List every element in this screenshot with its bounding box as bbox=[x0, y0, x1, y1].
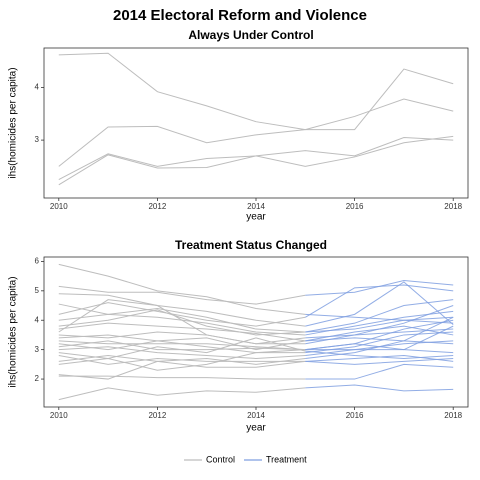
series-line-treatment bbox=[305, 281, 454, 327]
y-tick-label: 3 bbox=[35, 345, 40, 354]
series-line-treatment bbox=[305, 328, 454, 339]
x-tick-label: 2012 bbox=[148, 202, 166, 211]
series-line-control bbox=[58, 303, 306, 333]
y-tick-label: 4 bbox=[35, 315, 40, 324]
series-line-control bbox=[58, 355, 306, 368]
series-line-control bbox=[58, 299, 306, 345]
series-layer bbox=[58, 263, 454, 401]
chart-title: 2014 Electoral Reform and Violence bbox=[113, 7, 367, 24]
panel-title: Treatment Status Changed bbox=[175, 238, 327, 252]
series-line-treatment bbox=[305, 340, 454, 351]
y-tick-label: 6 bbox=[35, 257, 40, 266]
series-line-control bbox=[58, 357, 306, 380]
series-line-control bbox=[58, 387, 306, 401]
panel-treatment-status-changed: Treatment Status Changed 2010 2012 2014 201… bbox=[8, 238, 469, 434]
y-axis-label: ihs(homicides per capita) bbox=[8, 276, 19, 387]
series-line-control bbox=[58, 375, 306, 380]
y-tick-label: 5 bbox=[35, 286, 40, 295]
x-tick-label: 2014 bbox=[247, 411, 265, 420]
legend-label-control: Control bbox=[206, 454, 235, 464]
series-layer bbox=[58, 52, 454, 186]
series-line-treatment bbox=[305, 363, 454, 380]
x-tick-label: 2018 bbox=[444, 202, 462, 211]
x-tick-label: 2018 bbox=[444, 411, 462, 420]
series-line-control bbox=[58, 52, 454, 131]
legend: Control Treatment bbox=[184, 454, 307, 464]
x-tick-label: 2012 bbox=[148, 411, 166, 420]
series-line-treatment bbox=[305, 316, 454, 359]
x-tick-label: 2016 bbox=[346, 202, 364, 211]
x-tick-label: 2010 bbox=[50, 411, 68, 420]
series-line-control bbox=[58, 349, 306, 371]
x-tick-label: 2010 bbox=[50, 202, 68, 211]
series-line-control bbox=[58, 263, 306, 315]
series-line-control bbox=[58, 285, 306, 305]
x-axis-label: year bbox=[246, 212, 266, 223]
series-line-control bbox=[58, 98, 454, 167]
panel-title: Always Under Control bbox=[188, 28, 313, 42]
series-line-treatment bbox=[305, 299, 454, 333]
y-tick-label: 2 bbox=[35, 374, 40, 383]
x-tick-label: 2014 bbox=[247, 202, 265, 211]
ticks-layer: 2010 2012 2014 2016 2018 2 3 4 5 6 bbox=[35, 257, 463, 421]
series-line-control bbox=[58, 346, 306, 359]
series-line-treatment bbox=[305, 325, 454, 351]
series-line-treatment bbox=[305, 313, 454, 324]
panel-always-under-control: Always Under Control 2010 2012 2014 2016 201… bbox=[8, 28, 469, 223]
series-line-control bbox=[58, 135, 454, 186]
series-line-control bbox=[58, 322, 306, 342]
series-line-treatment bbox=[305, 284, 454, 318]
series-line-control bbox=[58, 331, 306, 345]
series-line-control bbox=[58, 309, 306, 336]
x-tick-label: 2016 bbox=[346, 411, 364, 420]
series-line-control bbox=[58, 337, 306, 359]
series-line-treatment bbox=[305, 349, 454, 357]
x-axis-label: year bbox=[246, 423, 266, 434]
panel-border bbox=[43, 47, 469, 199]
series-line-treatment bbox=[305, 357, 454, 365]
legend-label-treatment: Treatment bbox=[266, 454, 307, 464]
series-line-treatment bbox=[305, 355, 454, 362]
series-line-treatment bbox=[305, 384, 454, 392]
ticks-layer: 2010 2012 2014 2016 2018 3 4 bbox=[35, 83, 463, 212]
y-tick-label: 4 bbox=[35, 83, 40, 92]
y-axis-label: ihs(homicides per capita) bbox=[8, 67, 19, 178]
series-line-treatment bbox=[305, 316, 454, 333]
y-tick-label: 3 bbox=[35, 135, 40, 144]
series-line-control bbox=[58, 136, 454, 181]
series-line-control bbox=[58, 293, 306, 327]
series-line-control bbox=[58, 302, 306, 327]
